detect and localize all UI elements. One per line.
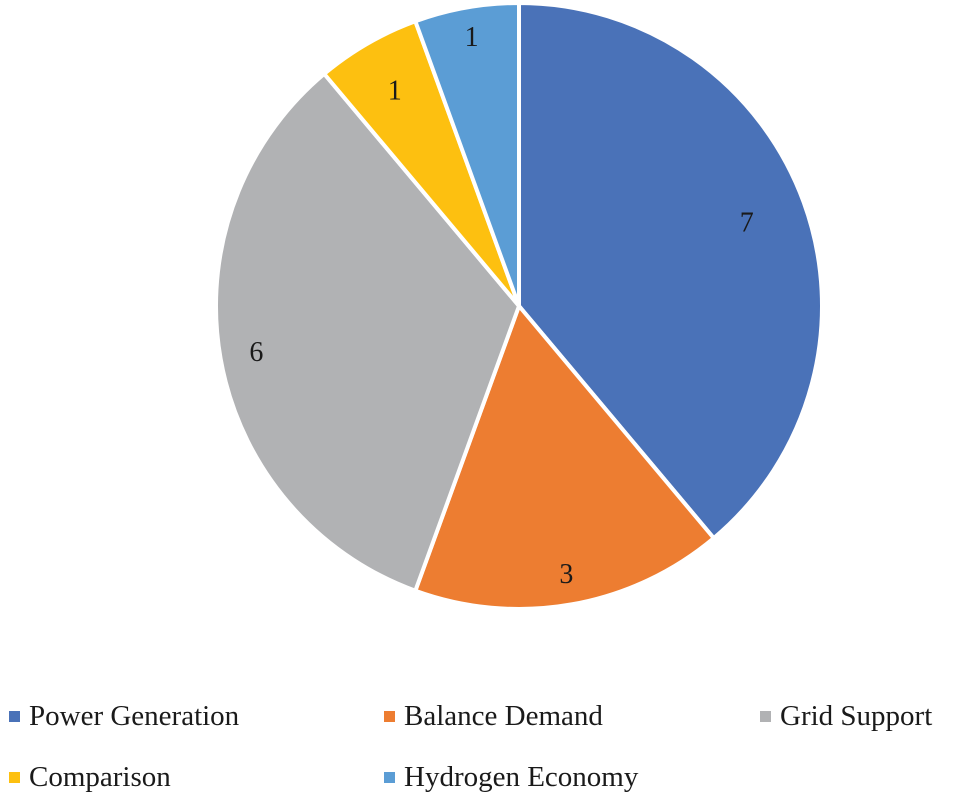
legend-label: Balance Demand — [404, 700, 603, 732]
legend-item-hydrogen-economy: Hydrogen Economy — [384, 761, 638, 794]
legend: Power Generation Balance Demand Grid Sup… — [0, 690, 953, 797]
data-label-grid-support: 6 — [249, 337, 263, 368]
legend-label: Grid Support — [780, 700, 933, 732]
legend-swatch — [384, 711, 395, 722]
pie-slice-power-generation — [517, 1, 824, 541]
legend-item-comparison: Comparison — [9, 761, 171, 794]
legend-item-grid-support: Grid Support — [760, 700, 932, 733]
pie-data-labels: 7 3 6 1 1 — [249, 22, 753, 590]
pie-slice-balance-demand — [413, 304, 716, 611]
legend-swatch — [760, 711, 771, 722]
pie-slice-hydrogen-economy — [413, 1, 521, 308]
data-label-power-generation: 7 — [740, 208, 754, 239]
data-label-balance-demand: 3 — [559, 559, 573, 590]
legend-label: Power Generation — [29, 700, 240, 732]
legend-item-power-generation: Power Generation — [9, 700, 239, 733]
legend-swatch — [384, 772, 395, 783]
data-label-hydrogen-economy: 1 — [465, 22, 479, 53]
legend-swatch — [9, 711, 20, 722]
legend-label: Hydrogen Economy — [404, 761, 639, 793]
pie-slice-grid-support — [214, 71, 521, 593]
legend-swatch — [9, 772, 20, 783]
pie-chart-plot: 7 3 6 1 1 — [214, 1, 824, 611]
legend-label: Comparison — [29, 761, 171, 793]
data-label-comparison: 1 — [388, 75, 402, 106]
legend-item-balance-demand: Balance Demand — [384, 700, 603, 733]
pie-slices — [214, 1, 824, 611]
